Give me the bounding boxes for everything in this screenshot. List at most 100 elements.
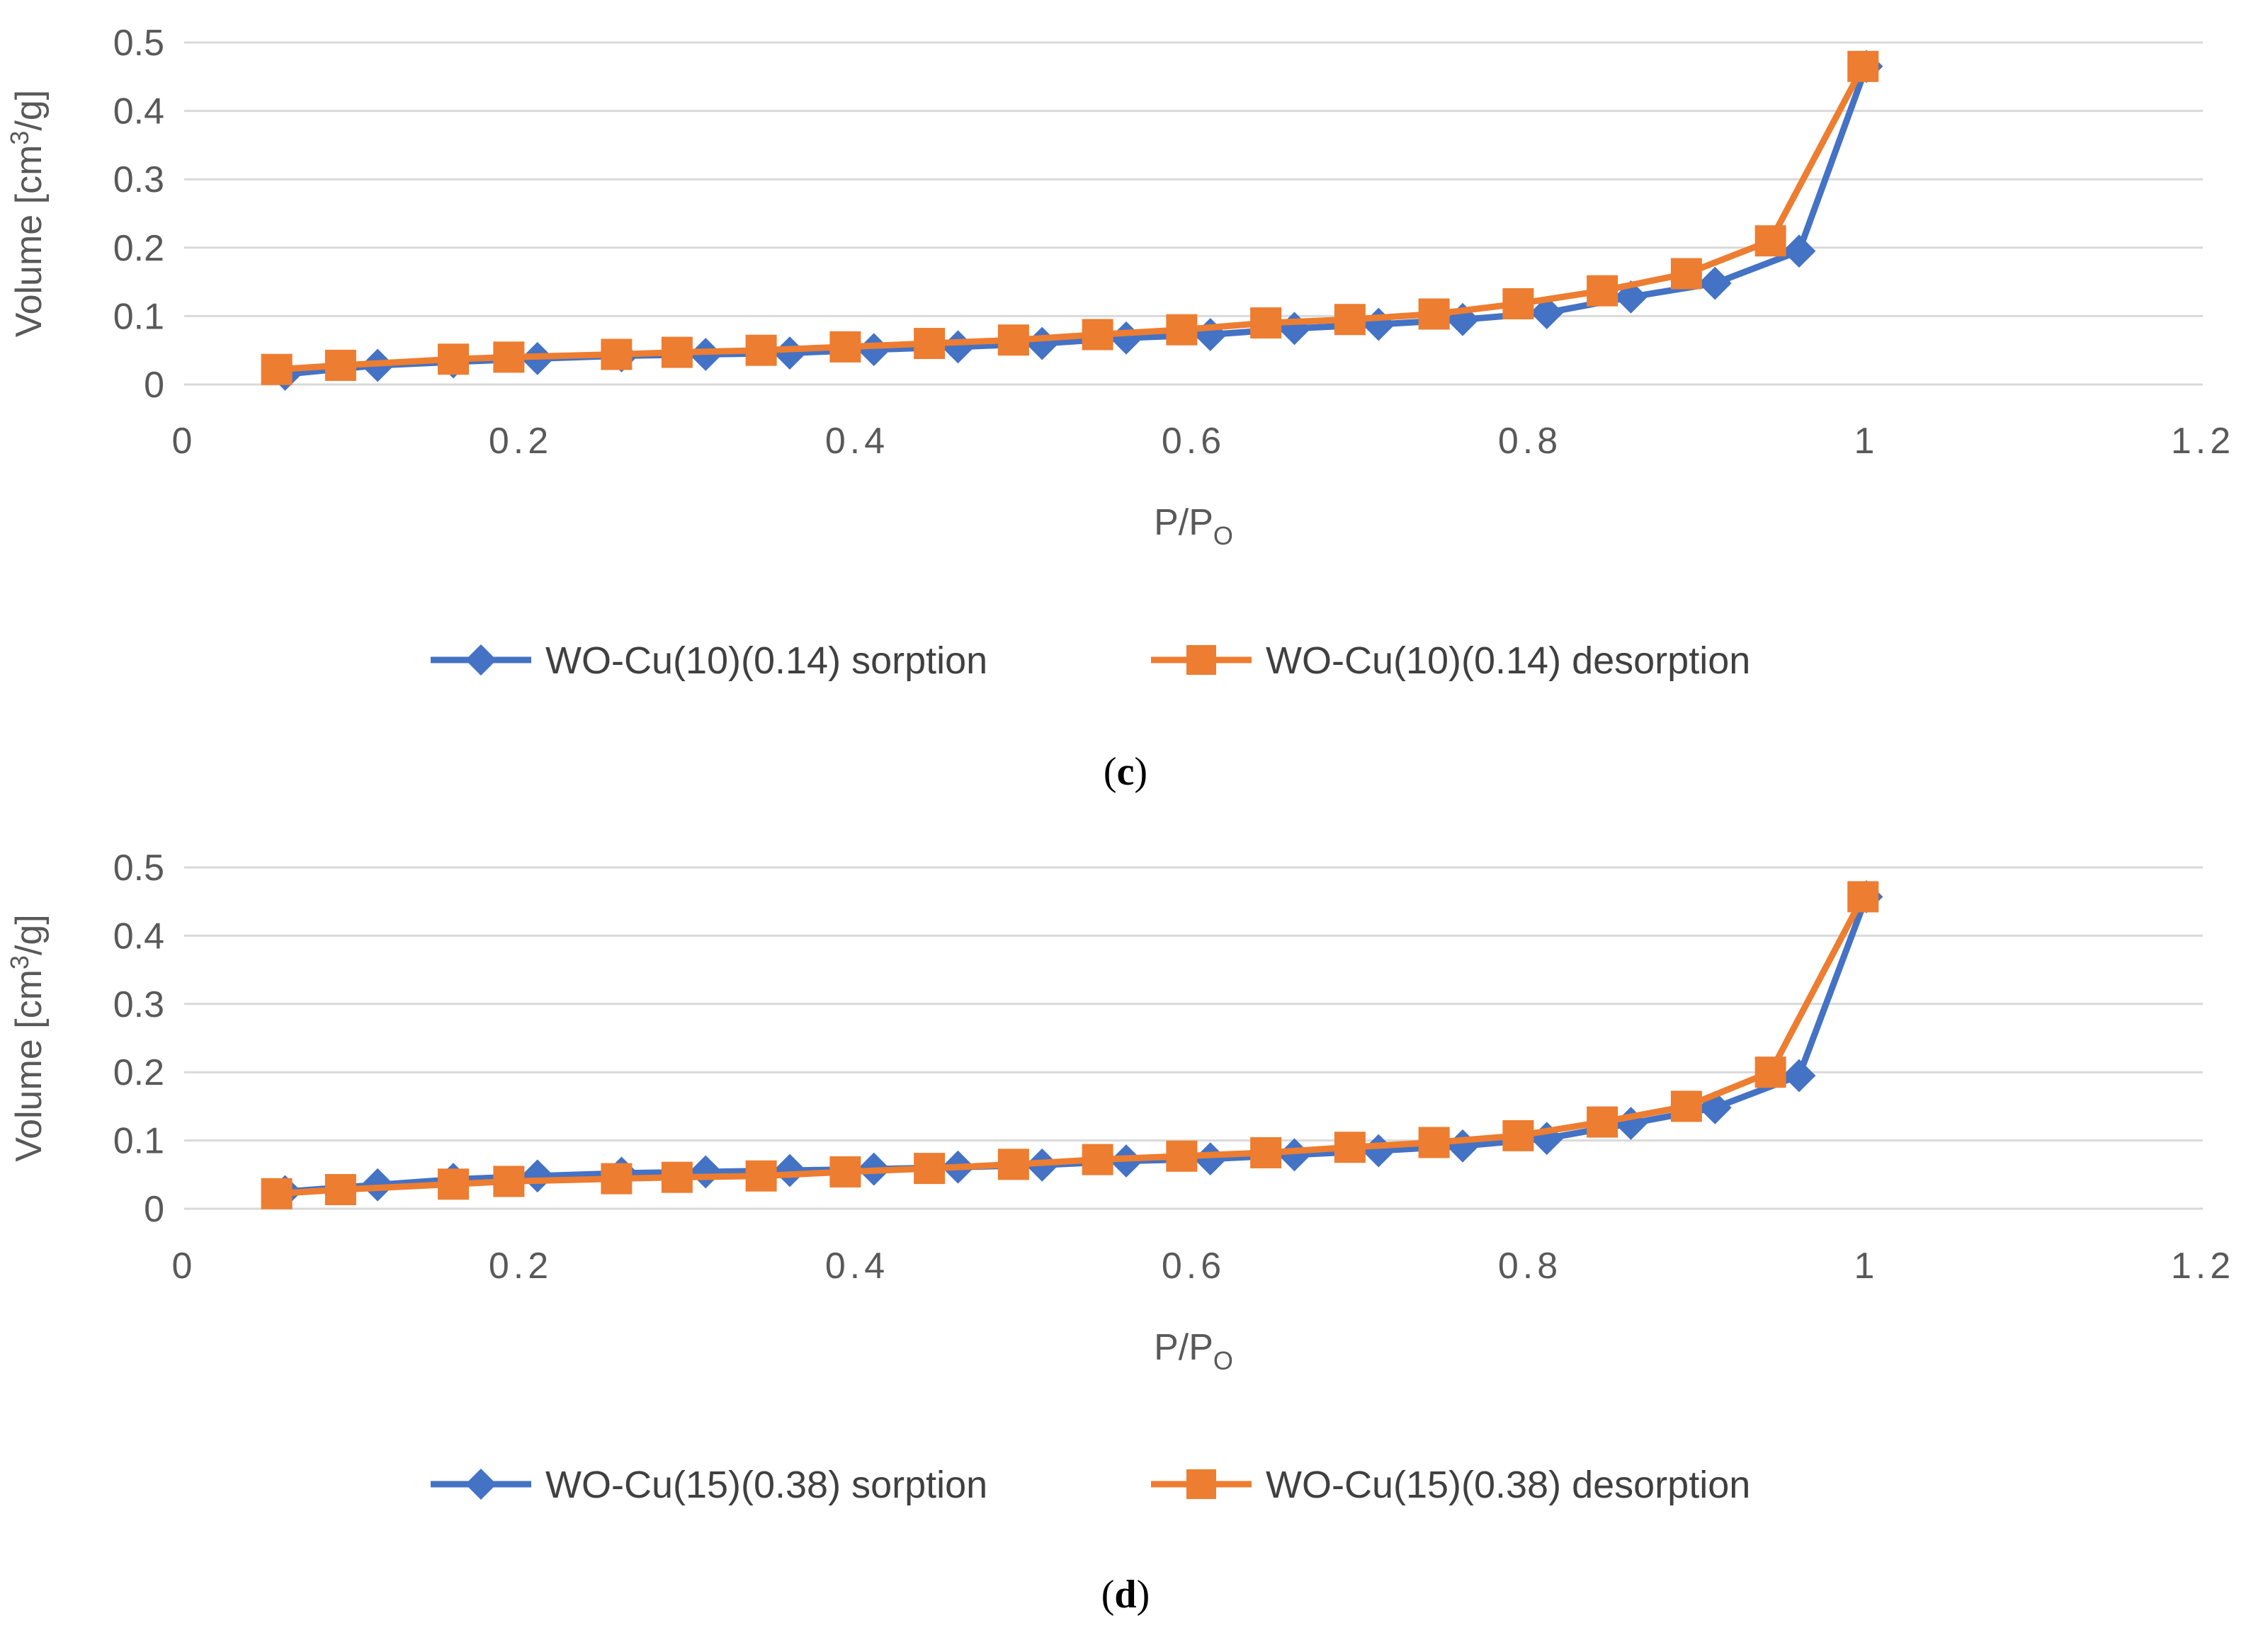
- data-point-square: [324, 1174, 356, 1206]
- data-point-square: [1334, 304, 1366, 336]
- data-point-square: [1250, 307, 1282, 339]
- data-point-square: [1502, 288, 1534, 320]
- x-tick-6: 1.2: [2171, 421, 2235, 462]
- legend-label-desorption: WO-Cu(10)(0.14) desorption: [1266, 639, 1750, 682]
- data-point-square: [324, 349, 356, 381]
- data-point-diamond: [1025, 326, 1059, 360]
- data-point-square: [1847, 50, 1879, 82]
- y-tick-3: 0.3: [113, 984, 164, 1025]
- legend: WO-Cu(15)(0.38) sorption WO-Cu(15)(0.38)…: [431, 1464, 1750, 1506]
- x-tick-3: 0.6: [1162, 1246, 1225, 1287]
- data-point-square: [1082, 1144, 1113, 1175]
- series-layer: [261, 880, 1883, 1209]
- data-point-square: [661, 1161, 693, 1193]
- y-tick-3: 0.3: [113, 159, 164, 200]
- data-point-square: [1502, 1120, 1534, 1151]
- data-point-square: [1166, 1140, 1198, 1172]
- data-point-square: [745, 334, 777, 366]
- legend-item-desorption: WO-Cu(10)(0.14) desorption: [1151, 639, 1750, 682]
- data-point-square: [661, 336, 693, 368]
- data-point-square: [493, 341, 525, 373]
- data-point-square: [1334, 1132, 1366, 1163]
- x-tick-4: 0.8: [1498, 1246, 1562, 1287]
- panel-label-c: (c): [1104, 750, 1147, 794]
- y-axis-title: Volume [cm3/g]: [5, 90, 50, 338]
- x-tick-labels: 0 0.2 0.4 0.6 0.8 1 1.2: [172, 1246, 2235, 1287]
- legend-item-desorption: WO-Cu(15)(0.38) desorption: [1151, 1464, 1750, 1506]
- x-tick-0: 0: [172, 421, 197, 462]
- legend-diamond-marker: [465, 644, 497, 676]
- x-tick-3: 0.6: [1162, 421, 1225, 462]
- panel-label-d: (d): [1101, 1573, 1150, 1617]
- x-tick-2: 0.4: [825, 421, 889, 462]
- data-point-square: [1670, 258, 1702, 290]
- series-desorption: [261, 50, 1879, 385]
- data-point-square: [1166, 314, 1198, 346]
- data-point-square: [493, 1166, 525, 1197]
- x-axis-title: P/PO: [1154, 1327, 1233, 1375]
- data-point-square: [914, 328, 946, 360]
- data-point-square: [261, 1178, 293, 1209]
- data-point-diamond: [773, 336, 807, 370]
- data-point-diamond: [773, 1153, 807, 1187]
- data-point-square: [1082, 319, 1113, 351]
- data-point-square: [914, 1153, 946, 1185]
- legend-item-sorption: WO-Cu(15)(0.38) sorption: [431, 1464, 987, 1506]
- x-tick-6: 1.2: [2171, 1246, 2235, 1287]
- data-point-diamond: [521, 1159, 555, 1193]
- data-point-square: [438, 343, 469, 375]
- data-point-square: [997, 324, 1029, 356]
- y-tick-1: 0.1: [113, 296, 164, 337]
- x-tick-5: 1: [1854, 421, 1879, 462]
- chart-panel-d: 00.10.20.30.40.5 0 0.2 0.4 0.6 0.8 1 1.2 P/PO …: [5, 848, 2235, 1617]
- y-tick-labels: 0 0.1 0.2 0.3 0.4 0.5: [113, 848, 164, 1230]
- data-point-square: [601, 338, 633, 370]
- x-tick-4: 0.8: [1498, 421, 1562, 462]
- chart-panel-c: 00.10.20.30.40.5 0 0.2 0.4 0.6 0.8 1 1.2 P/PO …: [5, 23, 2235, 794]
- legend-label-desorption: WO-Cu(15)(0.38) desorption: [1266, 1464, 1750, 1506]
- series-layer: [261, 50, 1883, 391]
- legend-item-sorption: WO-Cu(10)(0.14) sorption: [431, 639, 987, 682]
- data-point-square: [829, 1156, 861, 1187]
- y-axis-title: Volume [cm3/g]: [5, 914, 50, 1162]
- y-tick-4: 0.4: [113, 916, 164, 957]
- data-point-diamond: [1278, 312, 1311, 346]
- data-point-diamond: [1530, 296, 1564, 329]
- data-point-square: [1754, 1056, 1786, 1088]
- legend-square-marker: [1186, 1469, 1216, 1499]
- series-line: [276, 895, 1866, 1197]
- y-tick-5: 0.5: [113, 23, 164, 64]
- data-point-diamond: [1782, 1059, 1816, 1093]
- data-point-square: [1250, 1137, 1282, 1168]
- data-point-diamond: [1193, 1142, 1227, 1176]
- data-point-square: [997, 1149, 1029, 1180]
- y-tick-0: 0: [144, 365, 164, 406]
- x-tick-labels: 0 0.2 0.4 0.6 0.8 1 1.2: [172, 421, 2235, 462]
- legend: WO-Cu(10)(0.14) sorption WO-Cu(10)(0.14)…: [431, 639, 1750, 682]
- data-point-square: [745, 1160, 777, 1192]
- data-point-diamond: [1698, 266, 1732, 300]
- grid-lines: [184, 41, 2203, 386]
- data-point-square: [1670, 1090, 1702, 1122]
- data-point-square: [1418, 1127, 1450, 1158]
- data-point-square: [1754, 225, 1786, 257]
- y-tick-1: 0.1: [113, 1121, 164, 1162]
- x-tick-0: 0: [172, 1246, 197, 1287]
- data-point-square: [1587, 1106, 1618, 1138]
- y-tick-4: 0.4: [113, 91, 164, 132]
- data-point-square: [438, 1168, 469, 1200]
- x-tick-1: 0.2: [489, 1246, 552, 1287]
- y-tick-labels: 0 0.1 0.2 0.3 0.4 0.5: [113, 23, 164, 406]
- x-tick-5: 1: [1854, 1246, 1879, 1287]
- data-point-diamond: [1109, 321, 1143, 355]
- y-tick-5: 0.5: [113, 848, 164, 889]
- series-line: [285, 65, 1870, 377]
- data-point-square: [601, 1163, 633, 1195]
- data-point-diamond: [688, 1155, 722, 1189]
- x-axis-title: P/PO: [1154, 502, 1233, 550]
- legend-square-marker: [1186, 645, 1216, 675]
- legend-label-sorption: WO-Cu(10)(0.14) sorption: [545, 639, 987, 682]
- x-tick-1: 0.2: [489, 421, 552, 462]
- data-point-diamond: [1278, 1138, 1311, 1172]
